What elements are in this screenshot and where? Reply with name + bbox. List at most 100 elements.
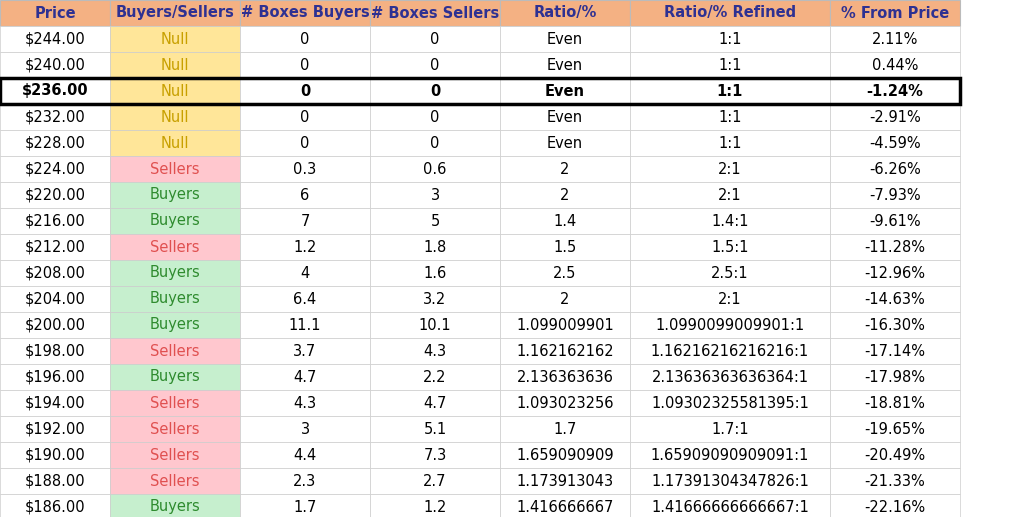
Text: -12.96%: -12.96% bbox=[864, 266, 926, 281]
Text: Null: Null bbox=[161, 32, 189, 47]
Bar bbox=[630, 52, 830, 78]
Text: -17.14%: -17.14% bbox=[864, 343, 926, 358]
Bar bbox=[630, 104, 830, 130]
Bar bbox=[630, 130, 830, 156]
Text: -9.61%: -9.61% bbox=[869, 214, 921, 229]
Text: 3.7: 3.7 bbox=[293, 343, 316, 358]
Text: -19.65%: -19.65% bbox=[864, 421, 926, 436]
Bar bbox=[830, 286, 961, 312]
Text: # Boxes Sellers: # Boxes Sellers bbox=[371, 6, 499, 21]
Text: 1:1: 1:1 bbox=[718, 110, 741, 125]
Text: 1:1: 1:1 bbox=[718, 135, 741, 150]
Bar bbox=[500, 442, 630, 468]
Bar bbox=[240, 338, 370, 364]
Text: 3: 3 bbox=[300, 421, 309, 436]
Bar bbox=[500, 26, 630, 52]
Bar bbox=[0, 208, 110, 234]
Text: Even: Even bbox=[547, 32, 583, 47]
Text: 1.4: 1.4 bbox=[553, 214, 577, 229]
Text: 7.3: 7.3 bbox=[423, 448, 446, 463]
Bar bbox=[500, 312, 630, 338]
Text: 1.416666667: 1.416666667 bbox=[516, 499, 613, 514]
Text: 1.5: 1.5 bbox=[553, 239, 577, 254]
Text: 0: 0 bbox=[300, 110, 309, 125]
Bar bbox=[370, 156, 500, 182]
Bar bbox=[240, 494, 370, 517]
Text: $224.00: $224.00 bbox=[25, 161, 85, 176]
Text: -17.98%: -17.98% bbox=[864, 370, 926, 385]
Bar bbox=[830, 390, 961, 416]
Bar bbox=[830, 104, 961, 130]
Bar bbox=[240, 78, 370, 104]
Bar bbox=[110, 78, 240, 104]
Bar bbox=[0, 104, 110, 130]
Bar bbox=[500, 390, 630, 416]
Bar bbox=[830, 494, 961, 517]
Text: 1.0990099009901:1: 1.0990099009901:1 bbox=[655, 317, 805, 332]
Bar bbox=[240, 312, 370, 338]
Bar bbox=[110, 234, 240, 260]
Bar bbox=[240, 260, 370, 286]
Bar bbox=[630, 78, 830, 104]
Bar bbox=[0, 130, 110, 156]
Text: 6.4: 6.4 bbox=[293, 292, 316, 307]
Text: $232.00: $232.00 bbox=[25, 110, 85, 125]
Text: $198.00: $198.00 bbox=[25, 343, 85, 358]
Bar bbox=[0, 260, 110, 286]
Text: $220.00: $220.00 bbox=[25, 188, 85, 203]
Bar bbox=[110, 390, 240, 416]
Text: 2:1: 2:1 bbox=[718, 161, 741, 176]
Bar bbox=[240, 468, 370, 494]
Bar bbox=[110, 312, 240, 338]
Bar bbox=[110, 338, 240, 364]
Text: 1.8: 1.8 bbox=[423, 239, 446, 254]
Bar bbox=[0, 78, 110, 104]
Text: 2.2: 2.2 bbox=[423, 370, 446, 385]
Bar bbox=[630, 442, 830, 468]
Text: # Boxes Buyers: # Boxes Buyers bbox=[241, 6, 370, 21]
Bar bbox=[0, 468, 110, 494]
Text: -16.30%: -16.30% bbox=[864, 317, 926, 332]
Text: $188.00: $188.00 bbox=[25, 474, 85, 489]
Text: 0: 0 bbox=[430, 135, 439, 150]
Text: 3: 3 bbox=[430, 188, 439, 203]
Text: Even: Even bbox=[547, 57, 583, 72]
Text: Even: Even bbox=[547, 135, 583, 150]
Bar bbox=[370, 208, 500, 234]
Bar bbox=[500, 78, 630, 104]
Text: -6.26%: -6.26% bbox=[869, 161, 921, 176]
Bar bbox=[830, 260, 961, 286]
Text: $228.00: $228.00 bbox=[25, 135, 85, 150]
Text: Buyers: Buyers bbox=[150, 370, 201, 385]
Text: 1.5:1: 1.5:1 bbox=[712, 239, 749, 254]
Text: 0: 0 bbox=[300, 32, 309, 47]
Text: 2.7: 2.7 bbox=[423, 474, 446, 489]
Bar bbox=[0, 494, 110, 517]
Bar bbox=[830, 416, 961, 442]
Bar bbox=[0, 416, 110, 442]
Bar bbox=[240, 26, 370, 52]
Bar bbox=[630, 338, 830, 364]
Bar bbox=[630, 286, 830, 312]
Text: Buyers: Buyers bbox=[150, 266, 201, 281]
Text: Null: Null bbox=[161, 135, 189, 150]
Bar bbox=[0, 182, 110, 208]
Text: 0: 0 bbox=[430, 84, 440, 99]
Bar bbox=[240, 104, 370, 130]
Bar bbox=[630, 208, 830, 234]
Text: Null: Null bbox=[161, 84, 189, 99]
Bar bbox=[370, 234, 500, 260]
Bar bbox=[500, 208, 630, 234]
Bar bbox=[830, 0, 961, 26]
Text: 1.093023256: 1.093023256 bbox=[516, 396, 613, 410]
Text: $190.00: $190.00 bbox=[25, 448, 85, 463]
Bar bbox=[370, 416, 500, 442]
Bar bbox=[830, 182, 961, 208]
Bar bbox=[370, 338, 500, 364]
Text: Buyers: Buyers bbox=[150, 317, 201, 332]
Bar bbox=[370, 260, 500, 286]
Bar bbox=[630, 26, 830, 52]
Text: Buyers: Buyers bbox=[150, 214, 201, 229]
Text: -11.28%: -11.28% bbox=[864, 239, 926, 254]
Bar bbox=[0, 78, 961, 104]
